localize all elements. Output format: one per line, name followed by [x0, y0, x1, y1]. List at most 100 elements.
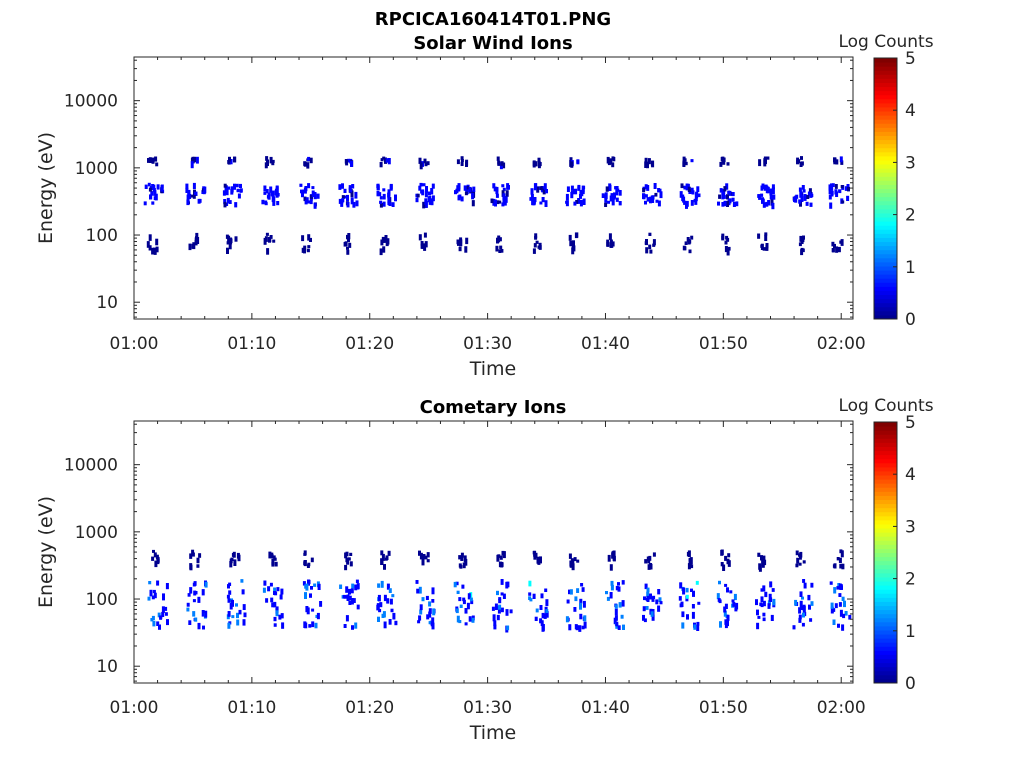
heatmap-cell [418, 586, 422, 594]
colorbar-segment [874, 487, 897, 492]
heatmap-cell [270, 554, 274, 559]
heatmap-cell [274, 190, 278, 196]
heatmap-cell [726, 194, 729, 200]
heatmap-cell [719, 621, 722, 628]
heatmap-cell [607, 161, 611, 166]
heatmap-cell [151, 615, 155, 620]
cometary-title: Cometary Ions [420, 397, 567, 418]
heatmap-cell [731, 599, 735, 603]
heatmap-cell [194, 237, 198, 244]
heatmap-cell [418, 550, 421, 556]
colorbar-segment [874, 290, 897, 296]
heatmap-cell [537, 157, 541, 162]
heatmap-cell [376, 190, 380, 197]
heatmap-cell [148, 187, 152, 192]
colorbar-segment [874, 245, 897, 251]
colorbar-segment [874, 314, 897, 320]
heatmap-cell [621, 600, 625, 607]
heatmap-cell [502, 593, 506, 599]
heatmap-cell [204, 581, 208, 588]
colorbar-tick-label: 2 [905, 206, 916, 226]
heatmap-cell [500, 161, 504, 166]
heatmap-cell [457, 195, 461, 201]
colorbar-segment [874, 581, 897, 586]
heatmap-cell [803, 194, 807, 201]
heatmap-cell [186, 607, 190, 612]
heatmap-cell [272, 201, 276, 206]
colorbar-segment [874, 662, 897, 668]
colorbar-segment [874, 609, 897, 615]
heatmap-cell [152, 549, 155, 553]
heatmap-cell [732, 202, 736, 207]
x-tick-label: 01:50 [699, 334, 748, 354]
heatmap-cell [344, 195, 348, 199]
heatmap-cell [574, 232, 578, 239]
heatmap-cell [690, 588, 693, 592]
heatmap-cell [242, 604, 246, 610]
heatmap-cell [193, 156, 196, 163]
colorbar-segment [874, 302, 897, 308]
heatmap-cell [726, 558, 730, 565]
heatmap-cell [155, 162, 159, 167]
heatmap-cell [693, 624, 697, 630]
heatmap-cell [341, 183, 344, 189]
heatmap-cell [394, 194, 397, 202]
heatmap-cell [506, 625, 510, 631]
heatmap-cell [621, 580, 625, 585]
heatmap-cell [723, 606, 727, 613]
heatmap-cell [497, 161, 501, 166]
heatmap-cell [498, 249, 502, 253]
heatmap-cell [570, 161, 574, 168]
heatmap-cell [303, 560, 307, 567]
heatmap-cell [692, 590, 695, 597]
heatmap-cell [799, 201, 802, 207]
heatmap-cell [724, 583, 728, 587]
heatmap-cell [307, 579, 310, 586]
heatmap-cell [799, 591, 803, 597]
heatmap-cell [686, 614, 689, 620]
heatmap-cell [539, 605, 543, 610]
heatmap-cell [539, 201, 543, 205]
heatmap-cell [460, 552, 464, 558]
colorbar-segment [874, 495, 897, 500]
heatmap-cell [499, 555, 503, 560]
heatmap-cell [458, 597, 462, 602]
heatmap-cell [645, 247, 649, 254]
heatmap-cell [314, 622, 318, 629]
heatmap-cell [618, 602, 622, 608]
colorbar-tick-label: 5 [905, 413, 916, 433]
heatmap-cell [304, 186, 308, 192]
heatmap-cell [828, 194, 832, 200]
heatmap-cell [461, 584, 465, 589]
heatmap-cell [688, 249, 692, 254]
heatmap-cell [390, 608, 394, 613]
heatmap-cell [197, 198, 201, 204]
colorbar-segment [874, 159, 897, 165]
heatmap-cell [348, 588, 351, 595]
heatmap-cell [426, 559, 430, 563]
colorbar-segment [874, 115, 897, 120]
heatmap-cell [307, 234, 311, 241]
heatmap-cell [697, 193, 701, 198]
heatmap-cell [799, 600, 803, 607]
colorbar-segment [874, 176, 897, 181]
heatmap-cell [727, 190, 731, 195]
heatmap-cell [423, 245, 427, 251]
heatmap-cell [306, 162, 310, 169]
heatmap-cell [541, 612, 545, 619]
heatmap-cell [696, 186, 700, 193]
heatmap-cell [658, 597, 662, 602]
heatmap-cell [309, 200, 313, 205]
heatmap-cell [160, 185, 164, 192]
heatmap-cell [758, 563, 762, 570]
heatmap-cell [847, 186, 850, 192]
heatmap-cell [492, 183, 496, 189]
colorbar-segment [874, 597, 897, 602]
heatmap-cell [642, 187, 646, 193]
heatmap-cell [153, 249, 157, 255]
heatmap-cell [576, 588, 580, 593]
heatmap-cell [680, 183, 684, 189]
heatmap-cell [422, 183, 426, 187]
heatmap-cell [810, 193, 814, 198]
solar-wind-title: Solar Wind Ions [413, 33, 572, 54]
